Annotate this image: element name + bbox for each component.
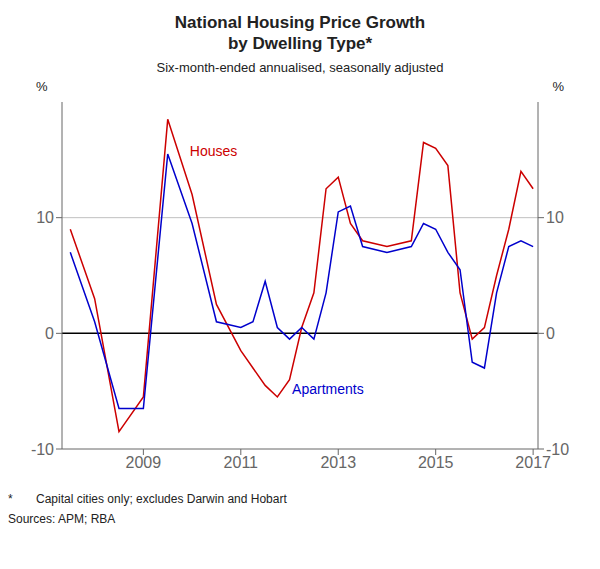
svg-text:2017: 2017 [515, 454, 551, 472]
svg-text:0: 0 [45, 325, 54, 342]
svg-text:2009: 2009 [126, 454, 162, 471]
html-text:* Capital cities only; exclude: * Capital cities only; excludes Darwin a… [8, 492, 287, 506]
svg-text:-10: -10 [546, 441, 569, 458]
svg-text:-10: -10 [31, 441, 54, 458]
svg-text:10: 10 [546, 209, 564, 226]
svg-text:0: 0 [546, 325, 555, 342]
svg-text:Houses: Houses [190, 143, 237, 159]
svg-text:2011: 2011 [224, 454, 259, 471]
html-text:Six-month-ended annualised, se: Six-month-ended annualised, seasonally a… [156, 60, 444, 75]
svg-text:2013: 2013 [320, 454, 356, 471]
html-text:Sources: APM; RBA: Sources: APM; RBA [8, 512, 116, 526]
svg-text:2015: 2015 [418, 454, 454, 471]
svg-text:Apartments: Apartments [292, 381, 364, 397]
svg-text:10: 10 [36, 209, 54, 226]
html-text:National Housing Price Growth: National Housing Price Growth by Dwellin… [174, 13, 426, 53]
